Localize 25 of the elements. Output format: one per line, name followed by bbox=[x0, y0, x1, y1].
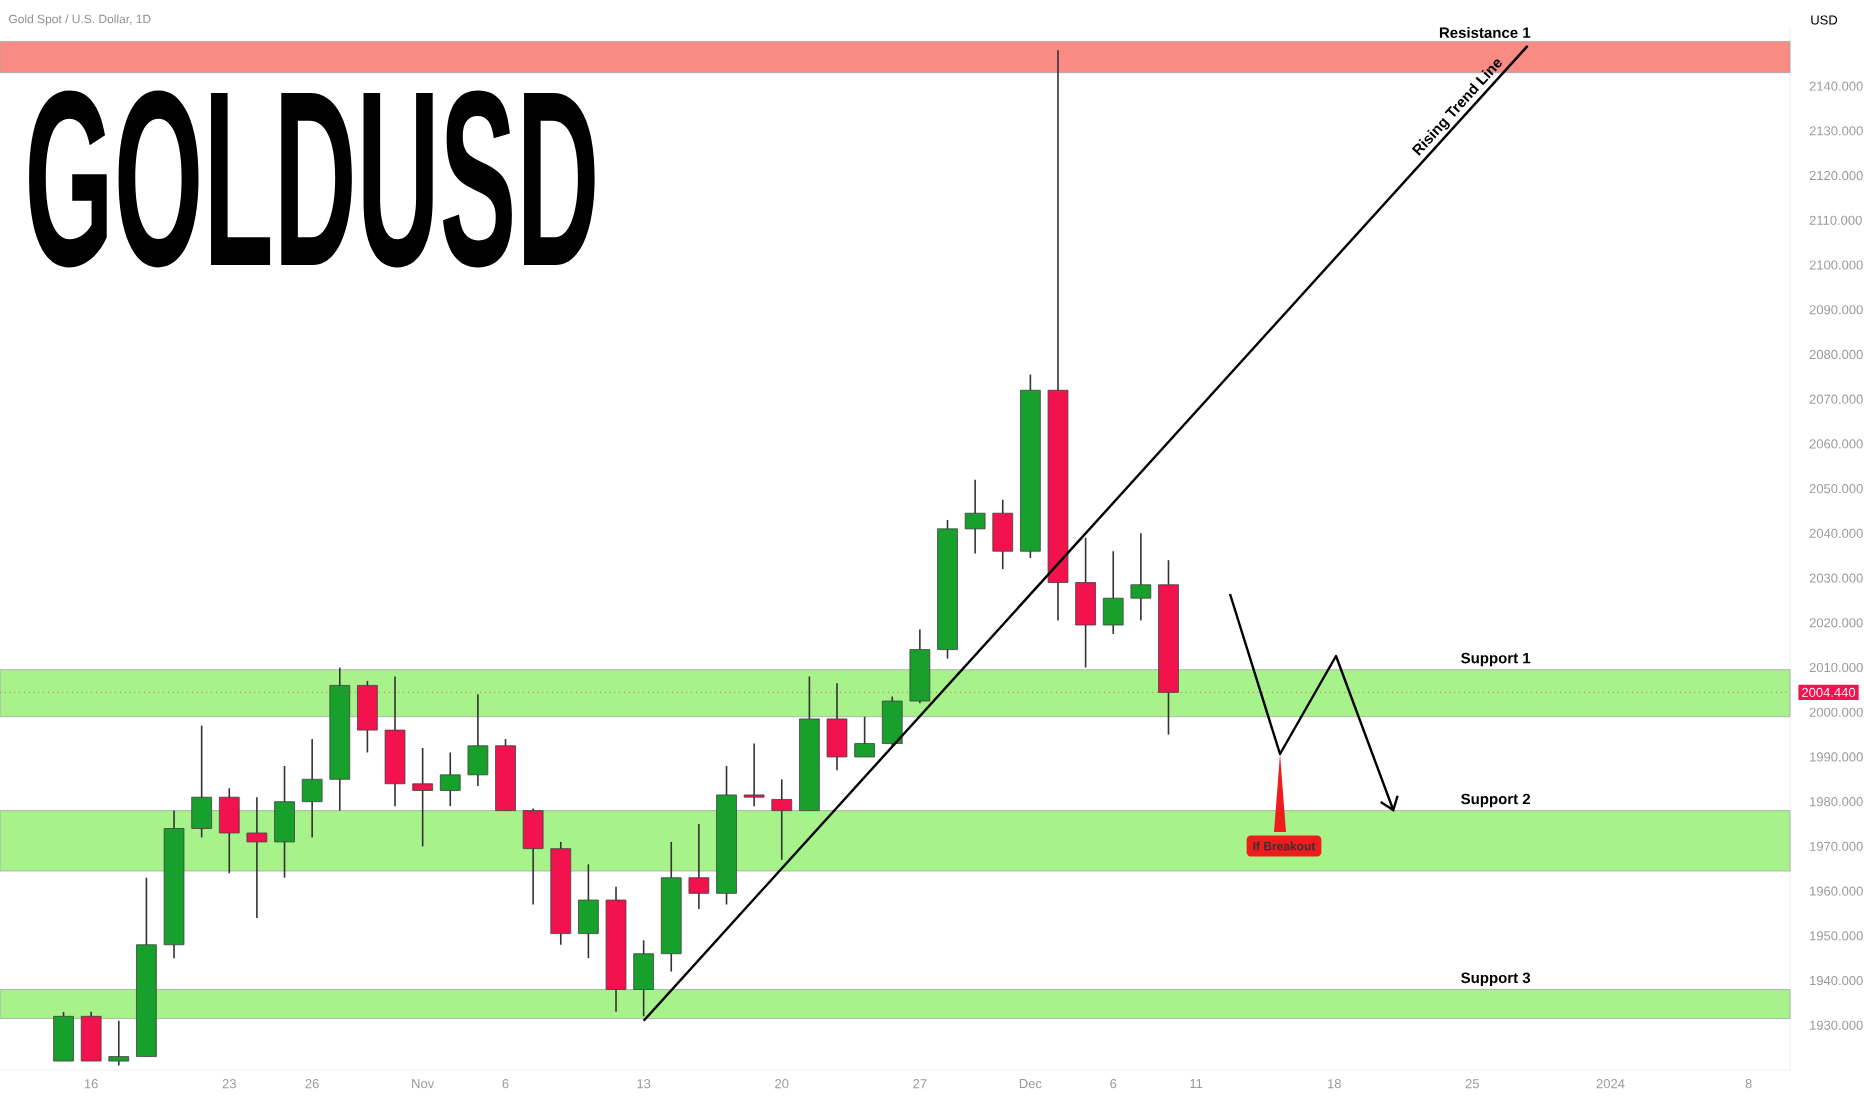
candlestick bbox=[191, 724, 213, 839]
candlestick bbox=[1130, 532, 1152, 622]
candlestick bbox=[439, 751, 461, 807]
candlestick bbox=[274, 765, 295, 879]
candlestick bbox=[301, 738, 323, 839]
candlestick bbox=[246, 796, 268, 919]
candlestick bbox=[578, 863, 599, 959]
candlestick bbox=[743, 742, 765, 807]
candlestick bbox=[467, 693, 489, 787]
candlestick bbox=[53, 1011, 74, 1062]
candlestick bbox=[108, 1020, 130, 1067]
chart-title: GOLDUSD bbox=[29, 90, 595, 268]
candlestick bbox=[964, 478, 986, 555]
candlestick bbox=[771, 778, 793, 861]
candlestick bbox=[1075, 537, 1096, 669]
candlestick bbox=[992, 499, 1014, 570]
candlestick bbox=[854, 715, 875, 758]
candlestick bbox=[80, 1011, 102, 1062]
candlestick bbox=[1102, 550, 1124, 635]
candlestick bbox=[522, 807, 544, 906]
candlestick bbox=[218, 787, 240, 875]
candlestick bbox=[633, 939, 654, 1018]
candlestick bbox=[688, 823, 710, 910]
candlestick bbox=[881, 695, 903, 749]
candlestick bbox=[412, 747, 433, 848]
